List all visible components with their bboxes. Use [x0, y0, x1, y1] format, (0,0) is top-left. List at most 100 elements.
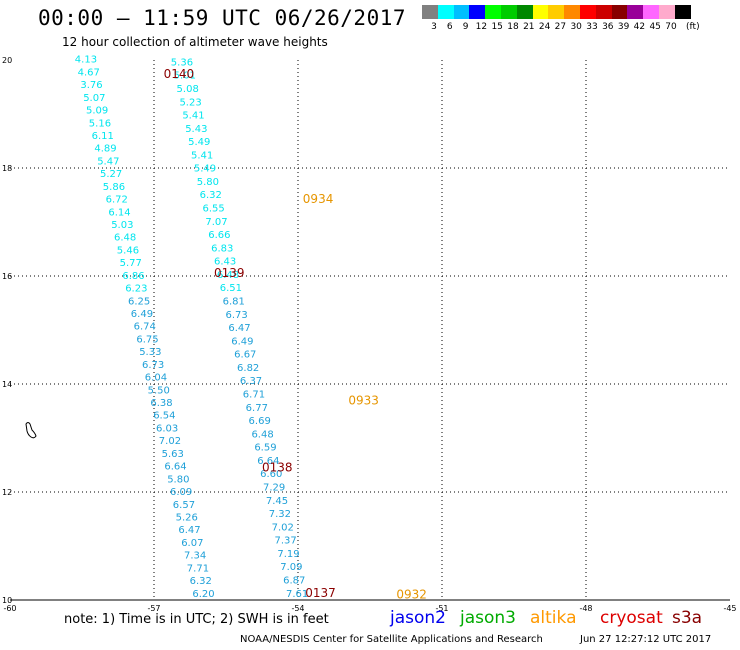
wave-height-value: 6.69	[249, 416, 271, 427]
wave-height-value: 5.49	[188, 137, 210, 148]
legend-swatch	[627, 5, 644, 19]
pass-time-label: 0139	[214, 266, 245, 280]
wave-height-value: 3.76	[80, 80, 102, 91]
wave-height-value: 5.01	[174, 71, 196, 82]
legend-swatch	[485, 5, 501, 19]
wave-height-value: 6.14	[108, 207, 130, 218]
color-legend	[422, 5, 691, 19]
wave-height-value: 5.16	[89, 118, 111, 129]
wave-height-value: 6.04	[145, 373, 167, 384]
wave-height-value: 6.73	[226, 310, 248, 321]
wave-height-value: 7.34	[184, 551, 206, 562]
y-tick-label: 20	[2, 56, 12, 65]
legend-swatch	[595, 5, 612, 19]
wave-height-value: 6.77	[246, 403, 268, 414]
wave-height-value: 7.02	[159, 436, 181, 447]
pass-time-label: 0137	[305, 586, 336, 600]
y-tick-label: 10	[2, 596, 12, 605]
wave-height-value: 5.26	[176, 512, 198, 523]
legend-swatch	[469, 5, 486, 19]
wave-height-value: 5.46	[117, 245, 139, 256]
wave-height-value: 6.54	[153, 411, 175, 422]
wave-height-value: 6.09	[170, 487, 192, 498]
color-legend-labels: 3 6 9 12 15 18 21 24 27 30 33 36 39 42 45 70 (ft)	[426, 22, 740, 36]
wave-height-value: 6.48	[114, 233, 136, 244]
wave-height-value: 6.07	[181, 538, 203, 549]
island-outline	[25, 422, 37, 439]
wave-height-value: 5.77	[120, 258, 142, 269]
legend-label: 15	[491, 22, 503, 32]
legend-label: 12	[475, 22, 488, 32]
wave-height-value: 5.86	[103, 182, 125, 193]
x-tick-label: -51	[435, 604, 448, 613]
legend-swatch	[564, 5, 580, 19]
wave-height-value: 6.64	[257, 456, 279, 467]
satellite-label-jason2: jason2	[390, 608, 446, 628]
wave-height-value: 6.55	[202, 204, 224, 215]
wave-height-value: 5.09	[86, 106, 108, 117]
y-tick-label: 16	[2, 272, 12, 281]
wave-height-value: 7.32	[269, 509, 291, 520]
wave-height-value: 6.86	[122, 271, 144, 282]
wave-height-value: 6.83	[211, 243, 233, 254]
wave-height-value: 7.37	[274, 536, 296, 547]
wave-height-value: 7.29	[263, 482, 285, 493]
wave-height-value: 6.03	[156, 423, 178, 434]
legend-label: 9	[462, 22, 469, 32]
wave-height-value: 6.49	[131, 309, 153, 320]
wave-height-values: 4.134.67 3.76 5.07 5.095.16 6.11 4.895.47 5.27…	[75, 55, 308, 600]
wave-height-value: 5.50	[148, 385, 170, 396]
wave-height-value: 6.71	[243, 390, 265, 401]
legend-swatch	[516, 5, 533, 19]
legend-swatch	[500, 5, 517, 19]
wave-height-value: 4.89	[94, 144, 116, 155]
wave-height-value: 6.59	[254, 443, 276, 454]
map-subtitle: 12 hour collection of altimeter wave hei…	[62, 35, 328, 49]
wave-height-value: 5.80	[197, 177, 219, 188]
x-tick-label: -45	[723, 604, 736, 613]
wave-height-value: 7.19	[277, 549, 299, 560]
wave-height-value: 6.73	[142, 360, 164, 371]
wave-height-value: 6.81	[223, 297, 245, 308]
legend-swatch	[658, 5, 675, 19]
legend-swatch	[674, 5, 691, 19]
wave-height-value: 5.63	[162, 449, 184, 460]
wave-height-value: 6.23	[125, 284, 147, 295]
wave-height-value: 6.82	[237, 363, 259, 374]
wave-height-value: 4.67	[78, 67, 100, 78]
wave-height-value: 5.23	[179, 97, 201, 108]
legend-label: 42	[633, 22, 646, 32]
axis-ticks: -60 -57 -54 -51 -48 -45 20 18 16 14 12 10	[2, 56, 737, 613]
wave-height-value: 6.72	[106, 195, 128, 206]
y-tick-label: 12	[2, 488, 12, 497]
wave-height-value: 7.09	[280, 562, 302, 573]
wave-height-value: 7.07	[205, 217, 227, 228]
legend-swatch	[422, 5, 438, 19]
wave-height-value: 6.48	[251, 429, 273, 440]
satellite-label-jason3: jason3	[460, 608, 516, 628]
wave-height-value: 7.45	[266, 496, 288, 507]
pass-time-label: 0933	[348, 394, 379, 408]
wave-height-value: 5.27	[100, 169, 122, 180]
legend-swatch	[548, 5, 565, 19]
wave-height-value: 6.32	[200, 190, 222, 201]
wave-height-value: 5.33	[139, 347, 161, 358]
pass-time-label: 0140	[164, 67, 195, 81]
wave-height-value: 6.87	[283, 575, 305, 586]
generated-timestamp: Jun 27 12:27:12 UTC 2017	[580, 634, 712, 645]
wave-height-value: 5.49	[194, 164, 216, 175]
x-tick-label: -57	[147, 604, 160, 613]
pass-time-label: 0934	[303, 192, 334, 206]
legend-label: 27	[554, 22, 567, 32]
wave-height-value: 6.74	[134, 322, 156, 333]
x-tick-label: -48	[579, 604, 592, 613]
wave-height-value: 5.36	[171, 57, 193, 68]
wave-height-value: 6.43	[214, 257, 236, 268]
legend-label: 45	[649, 22, 661, 32]
x-tick-label: -54	[291, 604, 304, 613]
wave-height-value: 6.37	[240, 376, 262, 387]
legend-swatch	[643, 5, 659, 19]
wave-height-value: 6.25	[128, 296, 150, 307]
legend-label: 21	[523, 22, 535, 32]
